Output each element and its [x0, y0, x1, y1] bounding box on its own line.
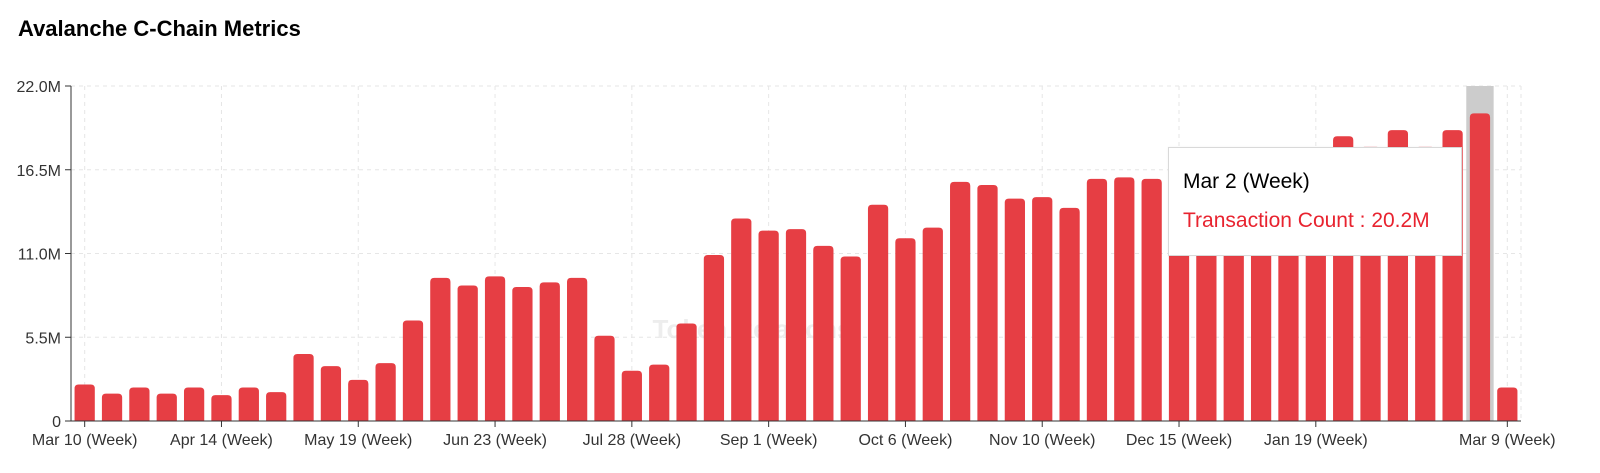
bar-24[interactable]	[731, 218, 752, 421]
bar-52[interactable]	[1497, 387, 1518, 422]
bar-38[interactable]	[1114, 177, 1135, 421]
y-tick-label-1: 5.5M	[25, 330, 61, 347]
bar-34[interactable]	[1004, 198, 1025, 421]
bar-36[interactable]	[1059, 207, 1080, 421]
x-tick-label-6: Oct 6 (Week)	[858, 432, 952, 449]
bar-23[interactable]	[703, 255, 725, 421]
x-axis-labels: Mar 10 (Week) Apr 14 (Week) May 19 (Week) J…	[32, 432, 1556, 449]
y-tick-label-4: 22.0M	[17, 79, 61, 96]
bar-16[interactable]	[512, 287, 533, 421]
bar-1[interactable]	[101, 393, 123, 421]
bar-35[interactable]	[1032, 197, 1053, 421]
bar-19[interactable]	[594, 335, 615, 421]
x-tick-label-7: Nov 10 (Week)	[989, 432, 1095, 449]
bar-3[interactable]	[156, 393, 177, 421]
bar-27[interactable]	[813, 245, 834, 421]
bar-31[interactable]	[922, 227, 943, 421]
bar-25[interactable]	[758, 230, 779, 421]
bar-33[interactable]	[977, 184, 998, 421]
x-tick-label-3: Jun 23 (Week)	[443, 432, 547, 449]
tooltip-title: Mar 2 (Week)	[1183, 170, 1310, 193]
bar-32[interactable]	[950, 181, 971, 421]
bar-29[interactable]	[867, 204, 889, 421]
bar-2[interactable]	[129, 387, 150, 422]
x-tick-label-5: Sep 1 (Week)	[720, 432, 818, 449]
bar-14[interactable]	[457, 285, 478, 421]
bar-26[interactable]	[785, 229, 807, 421]
x-tick-label-9: Jan 19 (Week)	[1264, 432, 1368, 449]
x-tick-label-0: Mar 10 (Week)	[32, 432, 138, 449]
y-tick-label-2: 11.0M	[18, 247, 61, 264]
bar-15[interactable]	[484, 276, 506, 421]
bar-20[interactable]	[621, 370, 642, 421]
bar-8[interactable]	[293, 354, 314, 421]
bar-39[interactable]	[1141, 178, 1162, 421]
bar-51[interactable]	[1469, 113, 1491, 421]
bar-0[interactable]	[74, 384, 95, 421]
y-tick-label-0: 0	[52, 414, 61, 431]
y-tick-label-3: 16.5M	[17, 163, 61, 180]
x-tick-label-10: Mar 9 (Week)	[1459, 432, 1556, 449]
bar-13[interactable]	[430, 277, 451, 421]
bar-30[interactable]	[895, 238, 916, 421]
bar-5[interactable]	[211, 395, 232, 421]
bar-9[interactable]	[320, 366, 342, 421]
tooltip-value: Transaction Count : 20.2M	[1183, 209, 1430, 232]
bar-4[interactable]	[183, 387, 205, 422]
bar-10[interactable]	[348, 379, 369, 421]
chart-title: Avalanche C-Chain Metrics	[18, 16, 301, 41]
bar-37[interactable]	[1086, 178, 1108, 421]
bar-28[interactable]	[840, 256, 861, 421]
chart-tooltip: Mar 2 (Week) Transaction Count : 20.2M	[1168, 147, 1462, 256]
x-tick-label-4: Jul 28 (Week)	[583, 432, 681, 449]
bar-11[interactable]	[375, 363, 396, 421]
bar-18[interactable]	[567, 277, 588, 421]
bar-21[interactable]	[649, 364, 670, 421]
x-tick-label-2: May 19 (Week)	[304, 432, 412, 449]
axes	[65, 85, 1521, 427]
y-axis-labels: 0 5.5M 11.0M 16.5M 22.0M	[17, 79, 62, 431]
bar-22[interactable]	[676, 323, 697, 421]
bar-7[interactable]	[266, 392, 287, 421]
bar-6[interactable]	[238, 387, 259, 422]
bar-17[interactable]	[539, 282, 560, 421]
x-tick-label-8: Dec 15 (Week)	[1126, 432, 1232, 449]
bar-12[interactable]	[402, 320, 424, 422]
x-tick-label-1: Apr 14 (Week)	[170, 432, 273, 449]
